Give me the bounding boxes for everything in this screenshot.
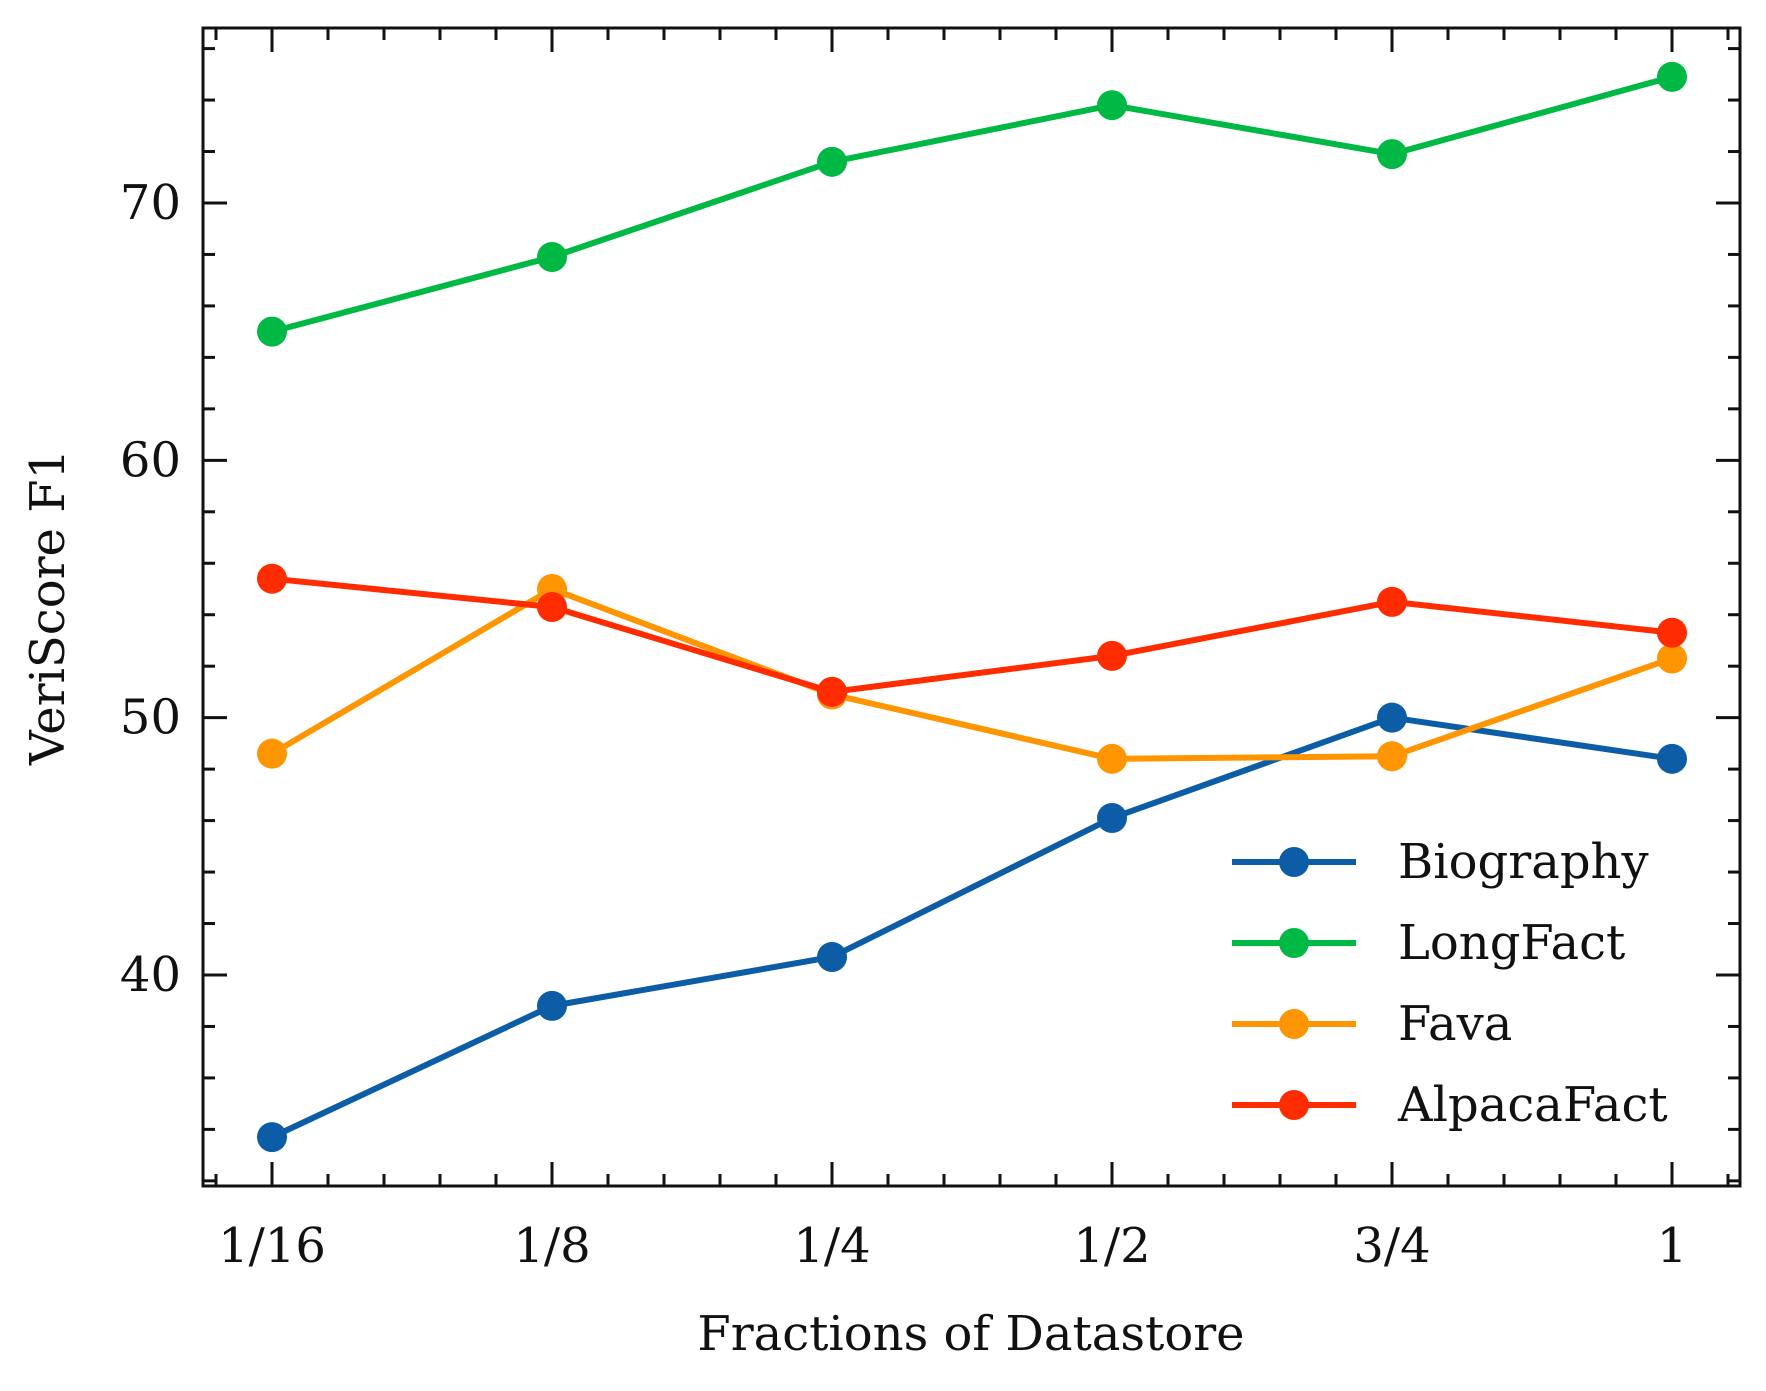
legend-label: AlpacaFact bbox=[1397, 1077, 1668, 1133]
data-point-fava bbox=[257, 738, 287, 769]
data-point-biography bbox=[537, 990, 567, 1021]
legend-label: Biography bbox=[1398, 834, 1649, 890]
x-tick-label: 1 bbox=[1657, 1218, 1688, 1274]
y-tick-label: 60 bbox=[120, 432, 181, 488]
data-point-alpacafact bbox=[1657, 617, 1687, 648]
data-point-alpacafact bbox=[537, 592, 567, 622]
plot-frame bbox=[201, 26, 1742, 1188]
data-point-alpacafact bbox=[257, 563, 287, 594]
legend-label: Fava bbox=[1398, 996, 1512, 1052]
data-point-alpacafact bbox=[1097, 640, 1127, 671]
data-point-biography bbox=[1657, 743, 1687, 774]
x-tick-label: 1/8 bbox=[513, 1218, 590, 1274]
legend-marker bbox=[1279, 928, 1309, 958]
data-point-longfact bbox=[817, 146, 847, 177]
series-line-alpacafact bbox=[271, 575, 1673, 695]
legend-label: LongFact bbox=[1398, 915, 1625, 971]
y-tick-label: 40 bbox=[120, 947, 181, 1003]
legend: Biography LongFact Fava AlpacaFact bbox=[1232, 834, 1668, 1133]
y-tick-label: 70 bbox=[120, 175, 181, 231]
tick-labels: 40 50 60 70 1/16 1/8 1/4 1/2 3/4 1 bbox=[120, 175, 1687, 1274]
x-tick-label: 1/4 bbox=[793, 1218, 870, 1274]
data-point-biography bbox=[817, 941, 847, 972]
data-point-biography bbox=[257, 1122, 287, 1153]
data-point-longfact bbox=[257, 316, 287, 347]
data-point-biography bbox=[1377, 702, 1407, 733]
data-point-fava bbox=[1657, 643, 1687, 674]
data-point-alpacafact bbox=[817, 676, 847, 707]
x-tick-label: 1/16 bbox=[218, 1218, 326, 1274]
data-point-longfact bbox=[1657, 61, 1687, 92]
x-tick-label: 1/2 bbox=[1073, 1218, 1150, 1274]
data-point-longfact bbox=[1097, 90, 1127, 121]
axis-ticks bbox=[203, 28, 1740, 1186]
data-point-fava bbox=[1377, 741, 1407, 772]
x-tick-label: 3/4 bbox=[1353, 1218, 1430, 1274]
y-axis-title: VeriScore F1 bbox=[20, 449, 76, 766]
series-line-longfact bbox=[271, 74, 1673, 335]
series-layer bbox=[257, 61, 1687, 1153]
legend-marker bbox=[1279, 847, 1309, 877]
data-point-fava bbox=[1097, 743, 1127, 774]
series-line-fava bbox=[270, 585, 1673, 762]
y-tick-label: 50 bbox=[120, 690, 181, 746]
legend-marker bbox=[1279, 1009, 1309, 1039]
data-point-biography bbox=[1097, 803, 1127, 834]
legend-marker bbox=[1279, 1090, 1309, 1120]
x-axis-title: Fractions of Datastore bbox=[697, 1306, 1244, 1362]
data-point-alpacafact bbox=[1377, 586, 1407, 617]
series-line-biography bbox=[270, 714, 1673, 1140]
data-point-longfact bbox=[1377, 139, 1407, 170]
data-point-longfact bbox=[537, 242, 567, 273]
